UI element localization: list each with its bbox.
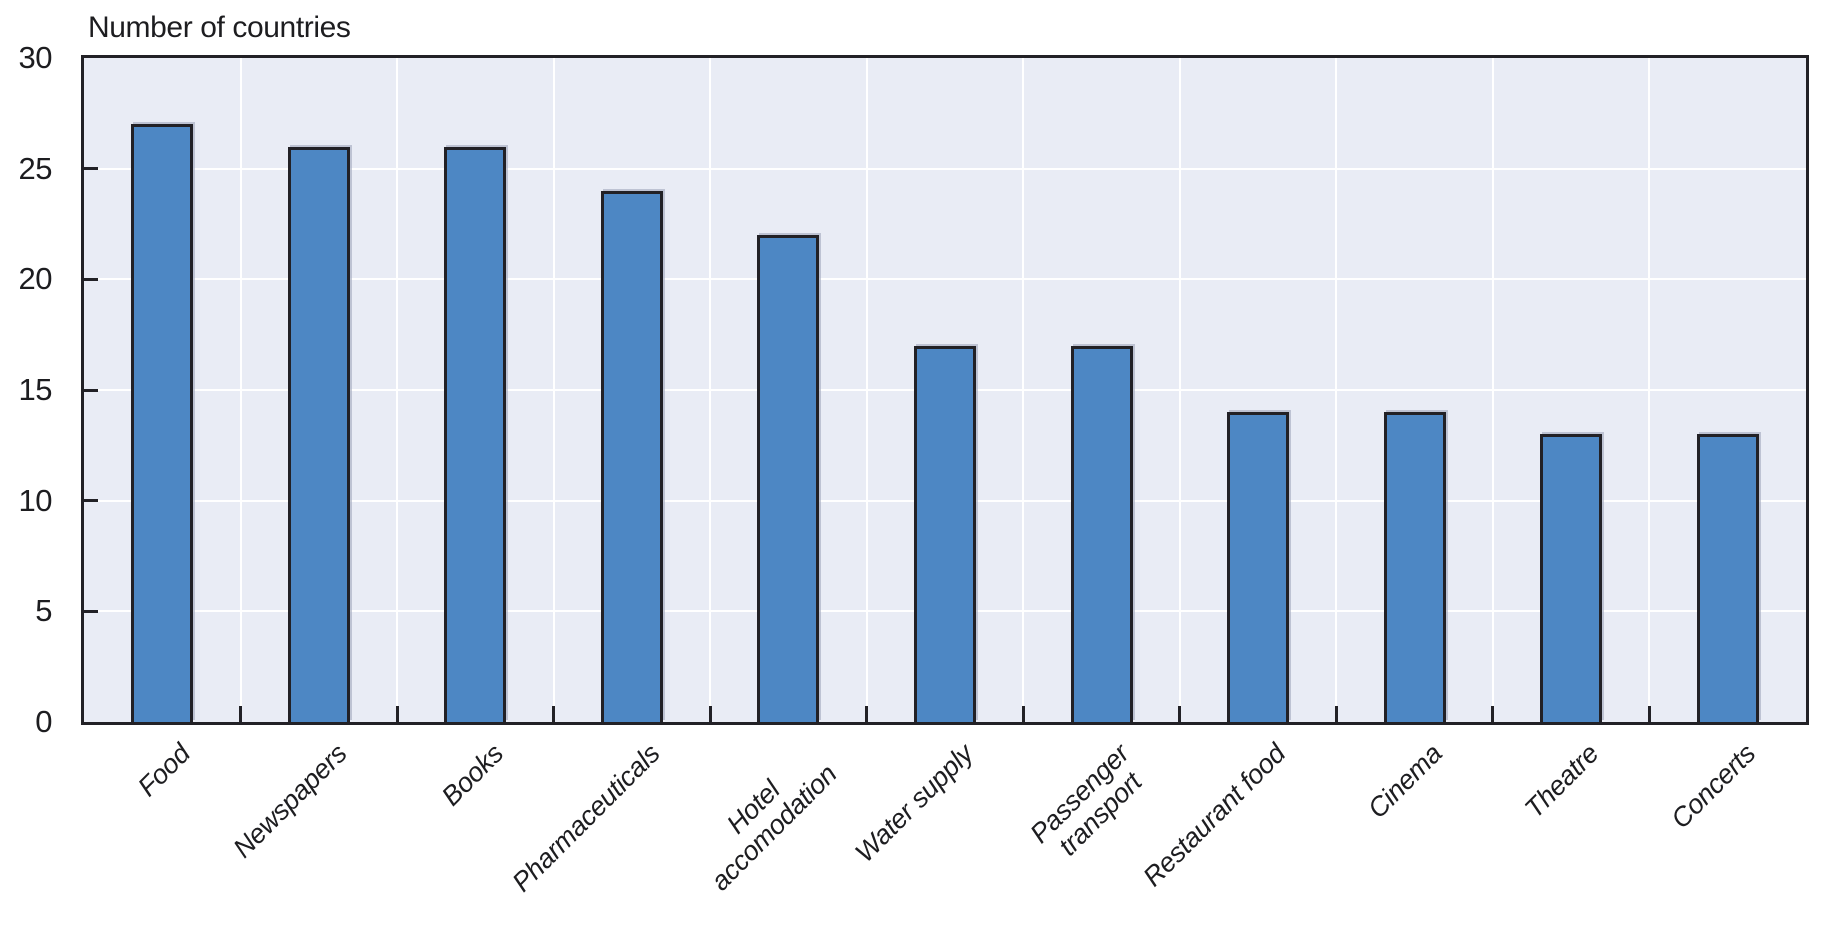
x-axis-tick [239,706,243,722]
bar [1696,434,1759,722]
x-category-label-text: Concerts [1665,738,1762,835]
y-tick-label: 0 [35,704,52,739]
x-axis-tick [708,706,712,722]
y-axis-tick [84,499,98,503]
y-tick-label: 30 [18,40,53,75]
x-axis-tick [552,706,556,722]
horizontal-gridline [84,167,1806,170]
horizontal-gridline [84,278,1806,281]
bar [444,147,507,722]
x-axis-tick [1491,706,1495,722]
x-axis-tick [1178,706,1182,722]
x-category-label-text: Water supply [848,738,979,869]
x-category-label-text: Cinema [1362,738,1449,825]
x-axis-tick [865,706,869,722]
bar [131,124,194,722]
x-category-label-text: Theatre [1519,738,1605,824]
bar [914,346,976,722]
y-axis-tick [84,167,98,171]
x-axis-tick [1334,706,1338,722]
x-category-label-text: Newspapers [227,738,353,864]
y-tick-label: 20 [18,261,53,297]
x-axis-tick [1647,706,1651,722]
x-category-label-text: Food [131,738,196,803]
plot-area [81,55,1809,725]
x-category-label-text: Books [435,738,509,812]
x-axis-tick [1021,706,1025,722]
y-tick-label: 25 [18,150,53,186]
x-category-label-text: Hotel accomodation [704,758,843,897]
bar [1070,346,1133,722]
bar [600,191,663,722]
chart-title: Number of countries [88,11,351,44]
bar [287,147,350,722]
bar [757,235,820,722]
x-axis-tick [395,706,399,722]
bar [1383,412,1446,722]
bar [1540,434,1603,722]
y-axis-tick [84,277,98,281]
x-category-label-text: Passenger transport [1024,738,1148,862]
bar [1227,412,1290,722]
y-tick-label: 5 [35,593,52,629]
y-tick-label: 10 [18,482,53,518]
x-category-label-text: Pharmaceuticals [506,738,666,898]
y-axis-tick [84,388,98,392]
x-category-label-text: Restaurant food [1137,738,1292,893]
y-tick-label: 15 [18,372,53,407]
y-axis-tick [84,609,98,613]
